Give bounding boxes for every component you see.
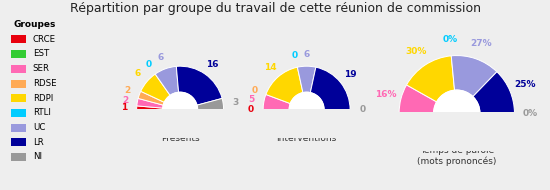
- Wedge shape: [138, 91, 164, 105]
- Text: NI: NI: [33, 152, 42, 161]
- Wedge shape: [473, 72, 514, 113]
- Text: 16: 16: [206, 60, 218, 69]
- Text: 16%: 16%: [375, 90, 396, 99]
- Text: EST: EST: [33, 49, 49, 59]
- Circle shape: [289, 92, 324, 127]
- Wedge shape: [399, 85, 437, 113]
- Bar: [365, 112, 549, 154]
- Circle shape: [434, 90, 480, 136]
- Bar: [12, 153, 26, 161]
- Wedge shape: [298, 66, 316, 93]
- Text: 0%: 0%: [442, 35, 457, 44]
- Text: Temps de parole
(mots prononcés): Temps de parole (mots prononcés): [417, 146, 497, 165]
- Wedge shape: [310, 67, 350, 110]
- Circle shape: [163, 92, 197, 127]
- Text: 3: 3: [232, 98, 238, 107]
- Bar: [12, 94, 26, 102]
- Text: CRCE: CRCE: [33, 35, 56, 44]
- Wedge shape: [451, 55, 497, 97]
- Text: RTLI: RTLI: [33, 108, 51, 117]
- Wedge shape: [266, 67, 303, 104]
- Wedge shape: [136, 106, 163, 110]
- Text: Groupes: Groupes: [13, 20, 56, 29]
- Text: 19: 19: [344, 70, 356, 79]
- Text: 0: 0: [359, 105, 365, 114]
- Text: 1: 1: [122, 103, 128, 112]
- Text: 0: 0: [292, 51, 298, 60]
- Text: 14: 14: [264, 63, 277, 72]
- Wedge shape: [155, 66, 179, 95]
- Text: 6: 6: [158, 53, 164, 62]
- Text: 30%: 30%: [406, 47, 427, 56]
- Text: 0: 0: [248, 105, 254, 114]
- Text: 6: 6: [304, 50, 310, 59]
- Bar: [12, 138, 26, 146]
- Bar: [237, 109, 376, 140]
- Text: RDSE: RDSE: [33, 79, 57, 88]
- Wedge shape: [141, 74, 170, 102]
- Bar: [111, 109, 250, 140]
- Text: 0: 0: [145, 60, 151, 69]
- Text: SER: SER: [33, 64, 50, 73]
- Text: Interventions: Interventions: [277, 134, 337, 143]
- Text: RDPI: RDPI: [33, 93, 53, 103]
- Wedge shape: [177, 66, 222, 105]
- Bar: [12, 79, 26, 88]
- Text: Présents: Présents: [161, 134, 200, 143]
- Text: 2: 2: [122, 96, 129, 105]
- Wedge shape: [263, 94, 290, 110]
- Wedge shape: [197, 98, 224, 110]
- Text: 2: 2: [125, 86, 131, 95]
- Bar: [12, 50, 26, 58]
- Text: 27%: 27%: [470, 39, 492, 48]
- Wedge shape: [406, 56, 454, 102]
- Bar: [12, 124, 26, 132]
- Bar: [12, 65, 26, 73]
- Text: 5: 5: [249, 95, 255, 104]
- Text: 0%: 0%: [523, 109, 538, 118]
- Text: Répartition par groupe du travail de cette réunion de commission: Répartition par groupe du travail de cet…: [69, 2, 481, 15]
- Text: 6: 6: [134, 69, 141, 78]
- Text: UC: UC: [33, 123, 45, 132]
- Text: LR: LR: [33, 138, 43, 147]
- Text: 25%: 25%: [514, 80, 536, 89]
- Text: 0: 0: [251, 86, 257, 95]
- Bar: [12, 109, 26, 117]
- Bar: [12, 35, 26, 43]
- Wedge shape: [137, 98, 163, 108]
